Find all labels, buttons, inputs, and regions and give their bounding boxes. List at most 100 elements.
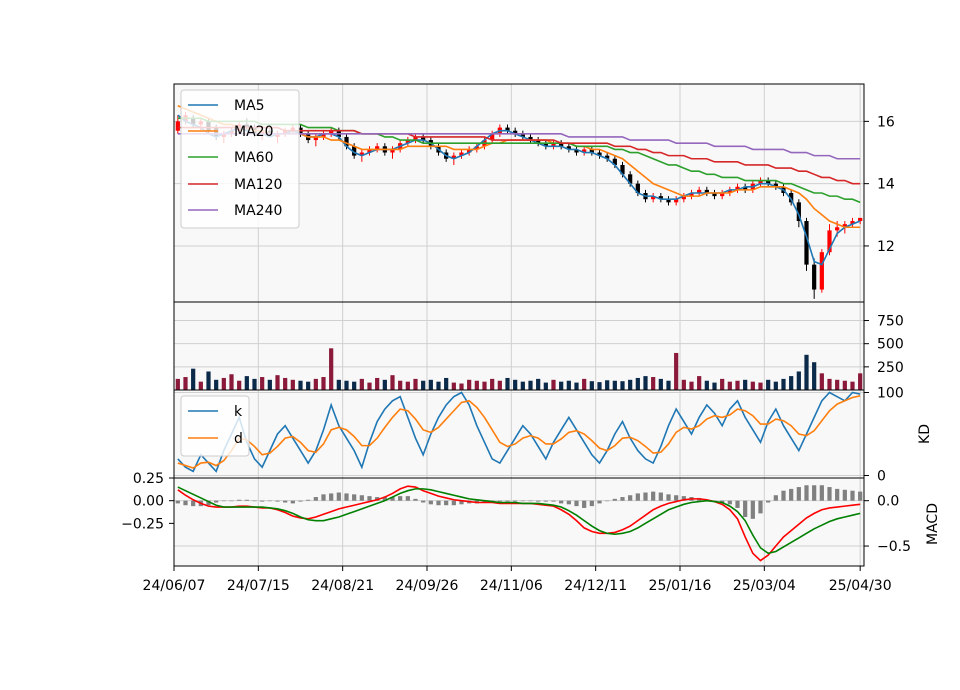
candle-body <box>451 155 456 159</box>
volume-bar <box>543 382 548 390</box>
candle-body <box>681 196 686 200</box>
volume-bar <box>520 381 525 390</box>
volume-bar <box>796 371 801 390</box>
macd-histogram-bar <box>543 500 548 502</box>
volume-bar <box>382 379 387 390</box>
volume-bar <box>773 381 778 390</box>
candle-body <box>505 127 510 131</box>
volume-bar <box>582 378 587 390</box>
kd-line-d <box>177 395 861 469</box>
candle-body <box>674 199 679 203</box>
volume-bar <box>681 379 686 390</box>
volume-bar <box>804 354 809 390</box>
x-tick-label: 24/12/11 <box>564 578 627 594</box>
volume-bar <box>743 379 748 390</box>
macd-histogram-bar <box>260 500 265 502</box>
candle-body <box>459 152 464 156</box>
macd-histogram-bar <box>605 500 610 502</box>
volume-bar <box>536 378 541 390</box>
macd-histogram-bar <box>183 500 188 506</box>
volume-y-tick-label: 250 <box>877 360 904 376</box>
macd-histogram-bar <box>375 497 380 501</box>
macd-histogram-bar <box>574 500 579 507</box>
volume-bar <box>666 380 671 390</box>
volume-bar <box>528 380 533 390</box>
volume-bar <box>175 378 180 390</box>
kd-axis-title: KD <box>917 424 933 444</box>
volume-bar <box>206 371 211 390</box>
macd-left-y-tick-label: −0.25 <box>121 516 164 532</box>
macd-histogram-bar <box>306 499 311 501</box>
macd-histogram-bar <box>313 497 318 501</box>
volume-bar <box>766 379 771 390</box>
macd-lines <box>177 485 861 562</box>
legend-label-ma120: MA120 <box>234 177 282 193</box>
candle-body <box>344 136 349 147</box>
macd-histogram-bar <box>344 493 349 501</box>
macd-histogram-bar <box>612 498 617 501</box>
candle-body <box>543 143 548 147</box>
macd-histogram-bar <box>267 500 272 502</box>
macd-histogram-bar <box>359 495 364 501</box>
candle-body <box>574 149 579 153</box>
candle-body <box>842 224 847 228</box>
candle-body <box>513 130 518 134</box>
candle-body <box>612 158 617 165</box>
macd-histogram-bar <box>566 500 571 505</box>
macd-histogram-bar <box>413 498 418 501</box>
x-tick-label: 25/03/04 <box>733 578 796 594</box>
macd-histogram-bar <box>666 494 671 501</box>
macd-histogram-bar <box>290 500 295 504</box>
macd-left-y-tick-label: 0.25 <box>133 471 164 487</box>
macd-panel-frame <box>173 477 865 567</box>
candle-body <box>758 180 763 184</box>
volume-bar <box>375 377 380 390</box>
candle-body <box>175 121 180 131</box>
candle-body <box>559 143 564 147</box>
macd-histogram-bar <box>735 500 740 508</box>
volume-bar <box>252 378 257 390</box>
candle-body <box>658 196 663 200</box>
volume-bar <box>237 380 242 390</box>
volume-bar <box>789 376 794 390</box>
macd-histogram-bar <box>451 500 456 506</box>
volume-bar <box>651 377 656 390</box>
candle-body <box>359 152 364 156</box>
macd-histogram-bar <box>628 495 633 501</box>
macd-histogram-bar <box>329 493 334 501</box>
volume-bar <box>827 378 832 390</box>
candle-body <box>390 149 395 153</box>
volume-bar <box>344 380 349 390</box>
volume-bar <box>589 381 594 390</box>
legend-label-d: d <box>234 431 243 447</box>
macd-histogram-bar <box>819 485 824 501</box>
macd-histogram-bar <box>750 500 755 519</box>
candle-body <box>766 180 771 184</box>
volume-bar <box>183 377 188 390</box>
macd-histogram-bar <box>674 495 679 501</box>
volume-bars <box>175 348 863 390</box>
macd-left-y-tick-label: 0.00 <box>133 494 164 510</box>
macd-histogram-bar <box>367 496 372 501</box>
candle-body <box>858 217 863 222</box>
price-y-tick-label: 14 <box>877 177 895 193</box>
macd-histogram-bar <box>727 500 732 505</box>
candle-body <box>536 140 541 144</box>
volume-bar <box>275 375 280 390</box>
macd-histogram-bar <box>405 496 410 501</box>
candle-body <box>321 133 326 137</box>
macd-histogram-bar <box>244 499 249 501</box>
macd-histogram-bar <box>536 500 541 502</box>
volume-bar <box>306 381 311 390</box>
macd-panel-background <box>174 478 864 566</box>
macd-histogram-bar <box>643 492 648 501</box>
volume-bar <box>505 377 510 390</box>
kd-panel-background <box>174 390 864 478</box>
volume-bar <box>191 368 196 390</box>
volume-bar <box>352 381 357 390</box>
macd-histogram-bar <box>597 500 602 504</box>
macd-histogram-bar <box>352 494 357 501</box>
candle-body <box>720 193 725 197</box>
volume-y-tick-label: 750 <box>877 314 904 330</box>
